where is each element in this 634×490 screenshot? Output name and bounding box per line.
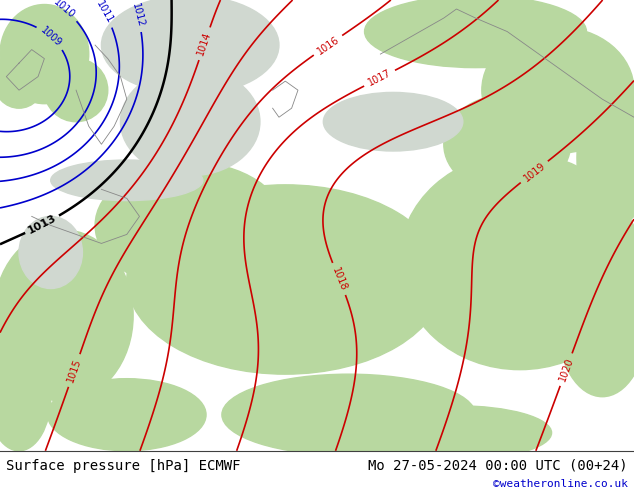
Ellipse shape [101, 0, 279, 95]
Ellipse shape [44, 59, 108, 122]
Ellipse shape [444, 95, 571, 194]
Ellipse shape [51, 160, 203, 200]
Text: 1019: 1019 [522, 160, 547, 183]
Ellipse shape [95, 162, 285, 289]
Ellipse shape [127, 185, 444, 374]
Ellipse shape [361, 406, 552, 460]
Ellipse shape [222, 374, 476, 455]
Text: 1013: 1013 [26, 213, 58, 236]
Ellipse shape [323, 93, 463, 151]
Ellipse shape [48, 379, 206, 451]
Text: 1010: 1010 [52, 0, 77, 21]
Ellipse shape [0, 343, 51, 451]
Ellipse shape [558, 252, 634, 397]
Text: 1018: 1018 [330, 266, 348, 292]
Ellipse shape [120, 68, 260, 176]
Ellipse shape [0, 230, 133, 401]
Text: 1014: 1014 [196, 30, 213, 57]
Text: 1011: 1011 [94, 0, 115, 25]
Text: Surface pressure [hPa] ECMWF: Surface pressure [hPa] ECMWF [6, 459, 241, 473]
Text: 1009: 1009 [39, 25, 63, 49]
Ellipse shape [399, 153, 634, 369]
Text: 1015: 1015 [65, 357, 83, 384]
Text: 1016: 1016 [315, 34, 341, 56]
Ellipse shape [0, 54, 44, 108]
Text: 1017: 1017 [366, 68, 393, 88]
Ellipse shape [365, 0, 586, 68]
Text: 1020: 1020 [557, 356, 575, 383]
Ellipse shape [0, 4, 89, 104]
Text: ©weatheronline.co.uk: ©weatheronline.co.uk [493, 479, 628, 489]
Text: 1012: 1012 [130, 2, 146, 28]
Ellipse shape [19, 217, 82, 289]
Ellipse shape [482, 27, 634, 153]
Text: Mo 27-05-2024 00:00 UTC (00+24): Mo 27-05-2024 00:00 UTC (00+24) [368, 459, 628, 473]
Ellipse shape [577, 90, 634, 225]
